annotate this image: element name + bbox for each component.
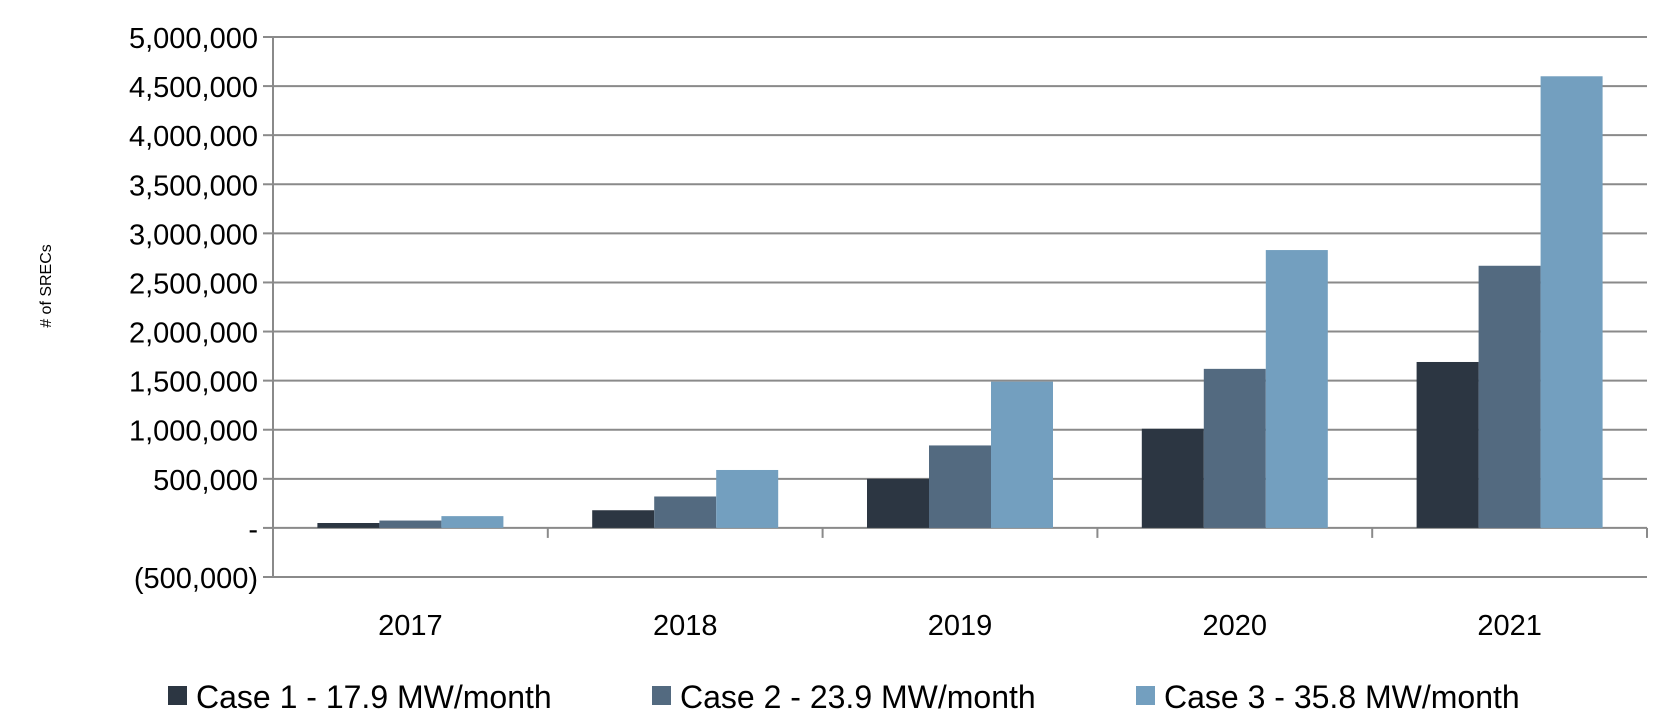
legend-swatch [652,686,671,705]
x-tick-label: 2018 [653,610,718,642]
x-tick-label: 2019 [928,610,993,642]
y-tick-label: 4,000,000 [129,121,258,153]
legend-swatch [1136,686,1155,705]
axes [272,37,1648,577]
y-tick-label: 5,000,000 [129,23,258,55]
x-tick-labels: 2017 2018 2019 2020 2021 [378,610,1542,642]
bar-2018-series-1 [592,510,655,528]
bar-2017-series-1 [317,523,380,528]
y-tick-label: 500,000 [153,465,258,497]
bar-2017-series-3 [441,516,504,528]
y-tick-label: 3,500,000 [129,170,258,202]
gridlines [263,36,1647,578]
bar-2019-series-2 [929,445,991,528]
bars [317,76,1603,528]
legend-label: Case 2 - 23.9 MW/month [680,679,1036,715]
bar-2019-series-1 [867,478,929,528]
x-tick-label: 2020 [1203,610,1268,642]
bar-2020-series-2 [1203,368,1266,528]
y-tick-labels: 5,000,000 4,500,000 4,000,000 3,500,000 3,00… [129,23,258,595]
legend: Case 1 - 17.9 MW/month Case 2 - 23.9 MW/m… [168,679,1520,715]
bar-2019-series-3 [991,381,1053,528]
y-tick-label: (500,000) [134,563,258,595]
x-tick-label: 2021 [1477,610,1542,642]
bar-2021-series-3 [1540,76,1603,528]
bar-2021-series-2 [1478,265,1541,528]
y-axis-title: # of SRECs [38,244,55,328]
bar-2018-series-3 [716,469,779,528]
y-tick-label: 4,500,000 [129,72,258,104]
bar-2020-series-3 [1265,250,1328,528]
x-tick-label: 2017 [378,610,443,642]
legend-label: Case 1 - 17.9 MW/month [196,679,552,715]
y-tick-label: - [248,514,258,546]
bar-2020-series-1 [1141,428,1204,528]
legend-swatch [168,686,187,705]
y-tick-label: 3,000,000 [129,219,258,251]
bar-2017-series-2 [379,520,442,528]
y-tick-label: 1,000,000 [129,416,258,448]
y-tick-label: 1,500,000 [129,367,258,399]
y-tick-label: 2,500,000 [129,268,258,300]
legend-label: Case 3 - 35.8 MW/month [1164,679,1520,715]
bar-2018-series-2 [654,496,717,528]
y-tick-label: 2,000,000 [129,318,258,350]
bar-2021-series-1 [1416,361,1479,528]
